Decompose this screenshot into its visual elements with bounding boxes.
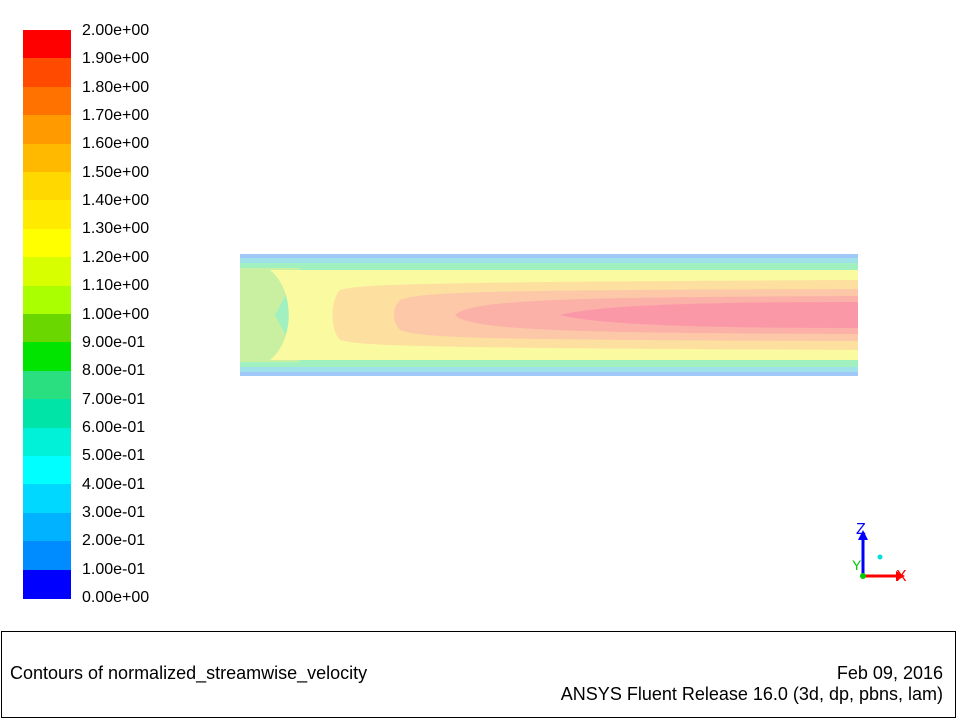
colorbar-band <box>23 172 71 201</box>
software-release: ANSYS Fluent Release 16.0 (3d, dp, pbns,… <box>560 684 943 704</box>
colorbar-tick-label: 1.80e+00 <box>82 78 150 96</box>
colorbar-tick-label: 1.70e+00 <box>82 107 150 125</box>
colorbar-tick-label: 1.00e+00 <box>82 305 150 323</box>
z-axis-label: Z <box>856 521 866 538</box>
y-axis-label: Y <box>852 557 862 573</box>
colorbar-tick-label: 8.00e-01 <box>82 362 146 380</box>
plot-caption: Contours of normalized_streamwise_veloci… <box>10 663 368 683</box>
colorbar-band <box>23 115 71 145</box>
colorbar-band <box>23 512 71 542</box>
x-axis-arrowhead <box>896 571 905 581</box>
colorbar <box>23 30 71 600</box>
view-point-marker <box>877 554 883 560</box>
colorbar-tick-label: 4.00e-01 <box>82 475 146 493</box>
axes-triad: Z Y X <box>852 521 907 585</box>
colorbar-band <box>23 484 71 514</box>
colorbar-band <box>23 257 71 287</box>
colorbar-band <box>23 456 71 485</box>
colorbar-tick-labels: 2.00e+00 1.90e+00 1.80e+00 1.70e+00 1.60e+00… <box>82 0 222 620</box>
colorbar-tick-label: 1.20e+00 <box>82 248 150 266</box>
colorbar-tick-label: 6.00e-01 <box>82 418 146 436</box>
colorbar-band <box>23 569 71 599</box>
colorbar-band <box>23 342 71 372</box>
colorbar-band <box>23 399 71 429</box>
colorbar-tick-label: 0.00e+00 <box>82 589 150 606</box>
plot-date: Feb 09, 2016 <box>836 663 943 683</box>
colorbar-tick-label: 1.10e+00 <box>82 277 150 295</box>
pipe-domain <box>240 254 858 376</box>
colorbar-band <box>23 58 71 88</box>
colorbar-tick-label: 5.00e-01 <box>82 447 146 465</box>
colorbar-band <box>23 314 71 343</box>
colorbar-tick-label: 1.30e+00 <box>82 220 150 238</box>
contour-plot: Z Y X <box>240 254 907 585</box>
colorbar-band <box>23 30 71 59</box>
colorbar-band <box>23 427 71 457</box>
colorbar-band <box>23 228 71 258</box>
colorbar-band <box>23 86 71 116</box>
colorbar-tick-label: 9.00e-01 <box>82 333 146 351</box>
colorbar-tick-label: 2.00e+00 <box>82 22 150 39</box>
colorbar-tick-label: 2.00e-01 <box>82 532 146 550</box>
footer-panel: Contours of normalized_streamwise_veloci… <box>1 631 956 718</box>
colorbar-tick-label: 1.60e+00 <box>82 135 150 153</box>
colorbar-tick-label: 7.00e-01 <box>82 390 146 408</box>
colorbar-tick-label: 1.00e-01 <box>82 560 146 578</box>
y-axis-marker <box>860 573 866 579</box>
x-axis-label: X <box>896 568 907 585</box>
colorbar-tick-label: 1.90e+00 <box>82 50 150 68</box>
colorbar-tick-label: 3.00e-01 <box>82 503 146 521</box>
colorbar-band <box>23 200 71 230</box>
colorbar-band <box>23 143 71 173</box>
contour-band-5 <box>560 302 858 328</box>
colorbar-band <box>23 285 71 315</box>
colorbar-tick-label: 1.50e+00 <box>82 163 150 181</box>
colorbar-band <box>23 370 71 400</box>
z-axis-arrowhead <box>858 530 868 540</box>
colorbar-tick-label: 1.40e+00 <box>82 192 150 210</box>
colorbar-band <box>23 541 71 571</box>
